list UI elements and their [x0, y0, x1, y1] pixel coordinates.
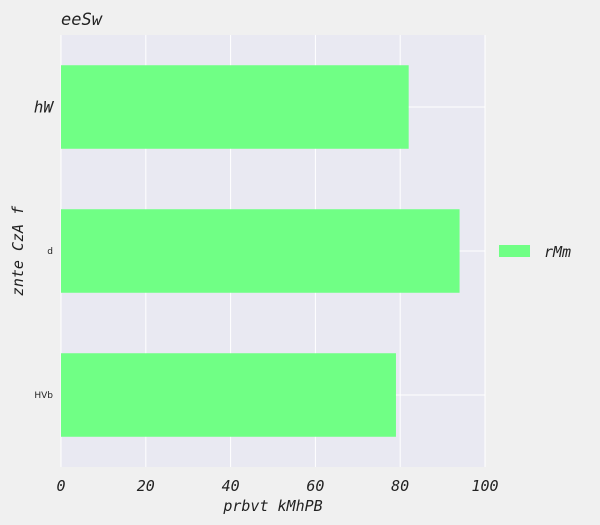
- y-tick-label: HVb: [34, 391, 53, 401]
- y-tick-label: d: [47, 247, 53, 257]
- bar-hw: [61, 65, 409, 149]
- y-tick-labels: hW d HVb: [34, 98, 55, 402]
- bars-group: [61, 65, 460, 437]
- x-axis-label: prbvt kMhPB: [222, 497, 322, 515]
- x-tick-label: 80: [391, 477, 409, 495]
- x-tick-label: 40: [222, 477, 240, 495]
- chart-title: eeSw: [61, 10, 103, 30]
- y-axis-label: znte CzA f: [9, 205, 27, 296]
- y-tick-label: hW: [34, 98, 55, 117]
- legend-swatch: [499, 245, 530, 257]
- bar-hvb: [61, 353, 396, 437]
- legend-label: rMm: [544, 243, 571, 261]
- bar-d: [61, 209, 460, 293]
- x-tick-label: 100: [471, 477, 498, 495]
- x-tick-label: 60: [306, 477, 324, 495]
- legend: rMm: [499, 243, 571, 261]
- x-tick-label: 0: [56, 477, 65, 495]
- x-tick-label: 20: [137, 477, 155, 495]
- x-tick-labels: 0 20 40 60 80 100: [56, 477, 498, 495]
